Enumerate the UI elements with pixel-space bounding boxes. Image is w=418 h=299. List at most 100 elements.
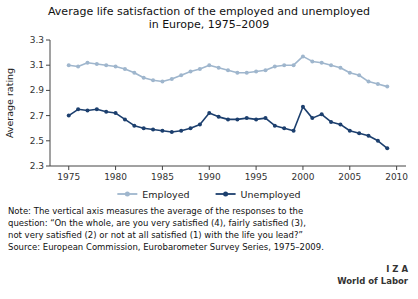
point xyxy=(67,114,71,118)
y-tick-label: 3.3 xyxy=(30,35,44,45)
y-tick-label: 2.5 xyxy=(30,136,44,146)
point xyxy=(245,116,249,120)
point xyxy=(376,82,380,86)
point xyxy=(189,126,193,130)
point xyxy=(292,129,296,133)
legend-label: Employed xyxy=(142,189,189,200)
point xyxy=(132,71,136,75)
point xyxy=(76,107,80,111)
point xyxy=(67,63,71,67)
point xyxy=(160,80,164,84)
point xyxy=(329,120,333,124)
point xyxy=(151,127,155,131)
x-tick-label: 2005 xyxy=(338,172,361,182)
point xyxy=(198,122,202,126)
y-tick xyxy=(46,166,50,167)
series-line xyxy=(69,107,388,149)
x-tick xyxy=(302,166,303,170)
point xyxy=(85,61,89,65)
point xyxy=(310,116,314,120)
y-tick-label: 2.7 xyxy=(30,111,44,121)
legend-label: Unemployed xyxy=(241,189,301,200)
y-axis xyxy=(50,40,51,166)
point xyxy=(207,63,211,67)
point xyxy=(376,139,380,143)
point xyxy=(263,68,267,72)
y-axis-label: Average rating xyxy=(4,68,15,138)
point xyxy=(348,71,352,75)
point xyxy=(104,63,108,67)
point xyxy=(217,115,221,119)
point xyxy=(217,66,221,70)
point xyxy=(179,73,183,77)
point xyxy=(263,116,267,120)
plot-area xyxy=(67,54,390,150)
footer: I Z A xyxy=(386,264,408,274)
point xyxy=(95,62,99,66)
note: question: “On the whole, are you very sa… xyxy=(8,218,306,228)
y-tick xyxy=(46,40,50,41)
point xyxy=(357,131,361,135)
title-line: in Europe, 1975–2009 xyxy=(149,18,270,31)
point xyxy=(170,130,174,134)
x-tick xyxy=(256,166,257,170)
x-tick-label: 1985 xyxy=(151,172,174,182)
legend-marker xyxy=(125,192,130,197)
point xyxy=(282,63,286,67)
point xyxy=(385,85,389,89)
x-tick xyxy=(115,166,116,170)
y-tick-label: 3.1 xyxy=(30,60,44,70)
point xyxy=(179,129,183,133)
point xyxy=(235,117,239,121)
point xyxy=(160,129,164,133)
point xyxy=(123,67,127,71)
legend-marker xyxy=(223,192,228,197)
y-tick xyxy=(46,115,50,116)
x-tick xyxy=(68,166,69,170)
point xyxy=(367,134,371,138)
point xyxy=(85,109,89,113)
y-tick-label: 2.3 xyxy=(30,161,44,171)
point xyxy=(320,61,324,65)
y-tick xyxy=(46,140,50,141)
point xyxy=(142,126,146,130)
point xyxy=(114,111,118,115)
legend-item: Employed xyxy=(117,189,189,200)
point xyxy=(76,64,80,68)
point xyxy=(301,54,305,58)
y-tick-label: 2.9 xyxy=(30,85,45,95)
point xyxy=(226,68,230,72)
x-tick xyxy=(162,166,163,170)
point xyxy=(132,124,136,128)
chart: Average life satisfaction of the employe… xyxy=(0,0,418,299)
point xyxy=(151,78,155,82)
note: Note: The vertical axis measures the ave… xyxy=(8,206,303,216)
point xyxy=(207,111,211,115)
point xyxy=(95,107,99,111)
legend-item: Unemployed xyxy=(216,189,301,200)
point xyxy=(273,64,277,68)
y-tick xyxy=(46,65,50,66)
point xyxy=(273,124,277,128)
title-line: Average life satisfaction of the employe… xyxy=(48,5,370,18)
title: Average life satisfaction of the employe… xyxy=(48,5,370,31)
point xyxy=(245,71,249,75)
x-tick-label: 1975 xyxy=(57,172,80,182)
point xyxy=(114,64,118,68)
x-tick-label: 2010 xyxy=(385,172,408,182)
legend: Employed Unemployed xyxy=(117,189,300,200)
point xyxy=(123,117,127,121)
point xyxy=(385,146,389,150)
point xyxy=(189,70,193,74)
x-tick xyxy=(209,166,210,170)
series-line xyxy=(69,56,388,86)
x-tick xyxy=(396,166,397,170)
point xyxy=(235,71,239,75)
x-tick xyxy=(349,166,350,170)
point xyxy=(367,80,371,84)
x-tick-label: 1995 xyxy=(245,172,268,182)
point xyxy=(254,70,258,74)
point xyxy=(338,122,342,126)
note: Source: European Commission, Eurobaromet… xyxy=(8,242,324,252)
point xyxy=(254,117,258,121)
